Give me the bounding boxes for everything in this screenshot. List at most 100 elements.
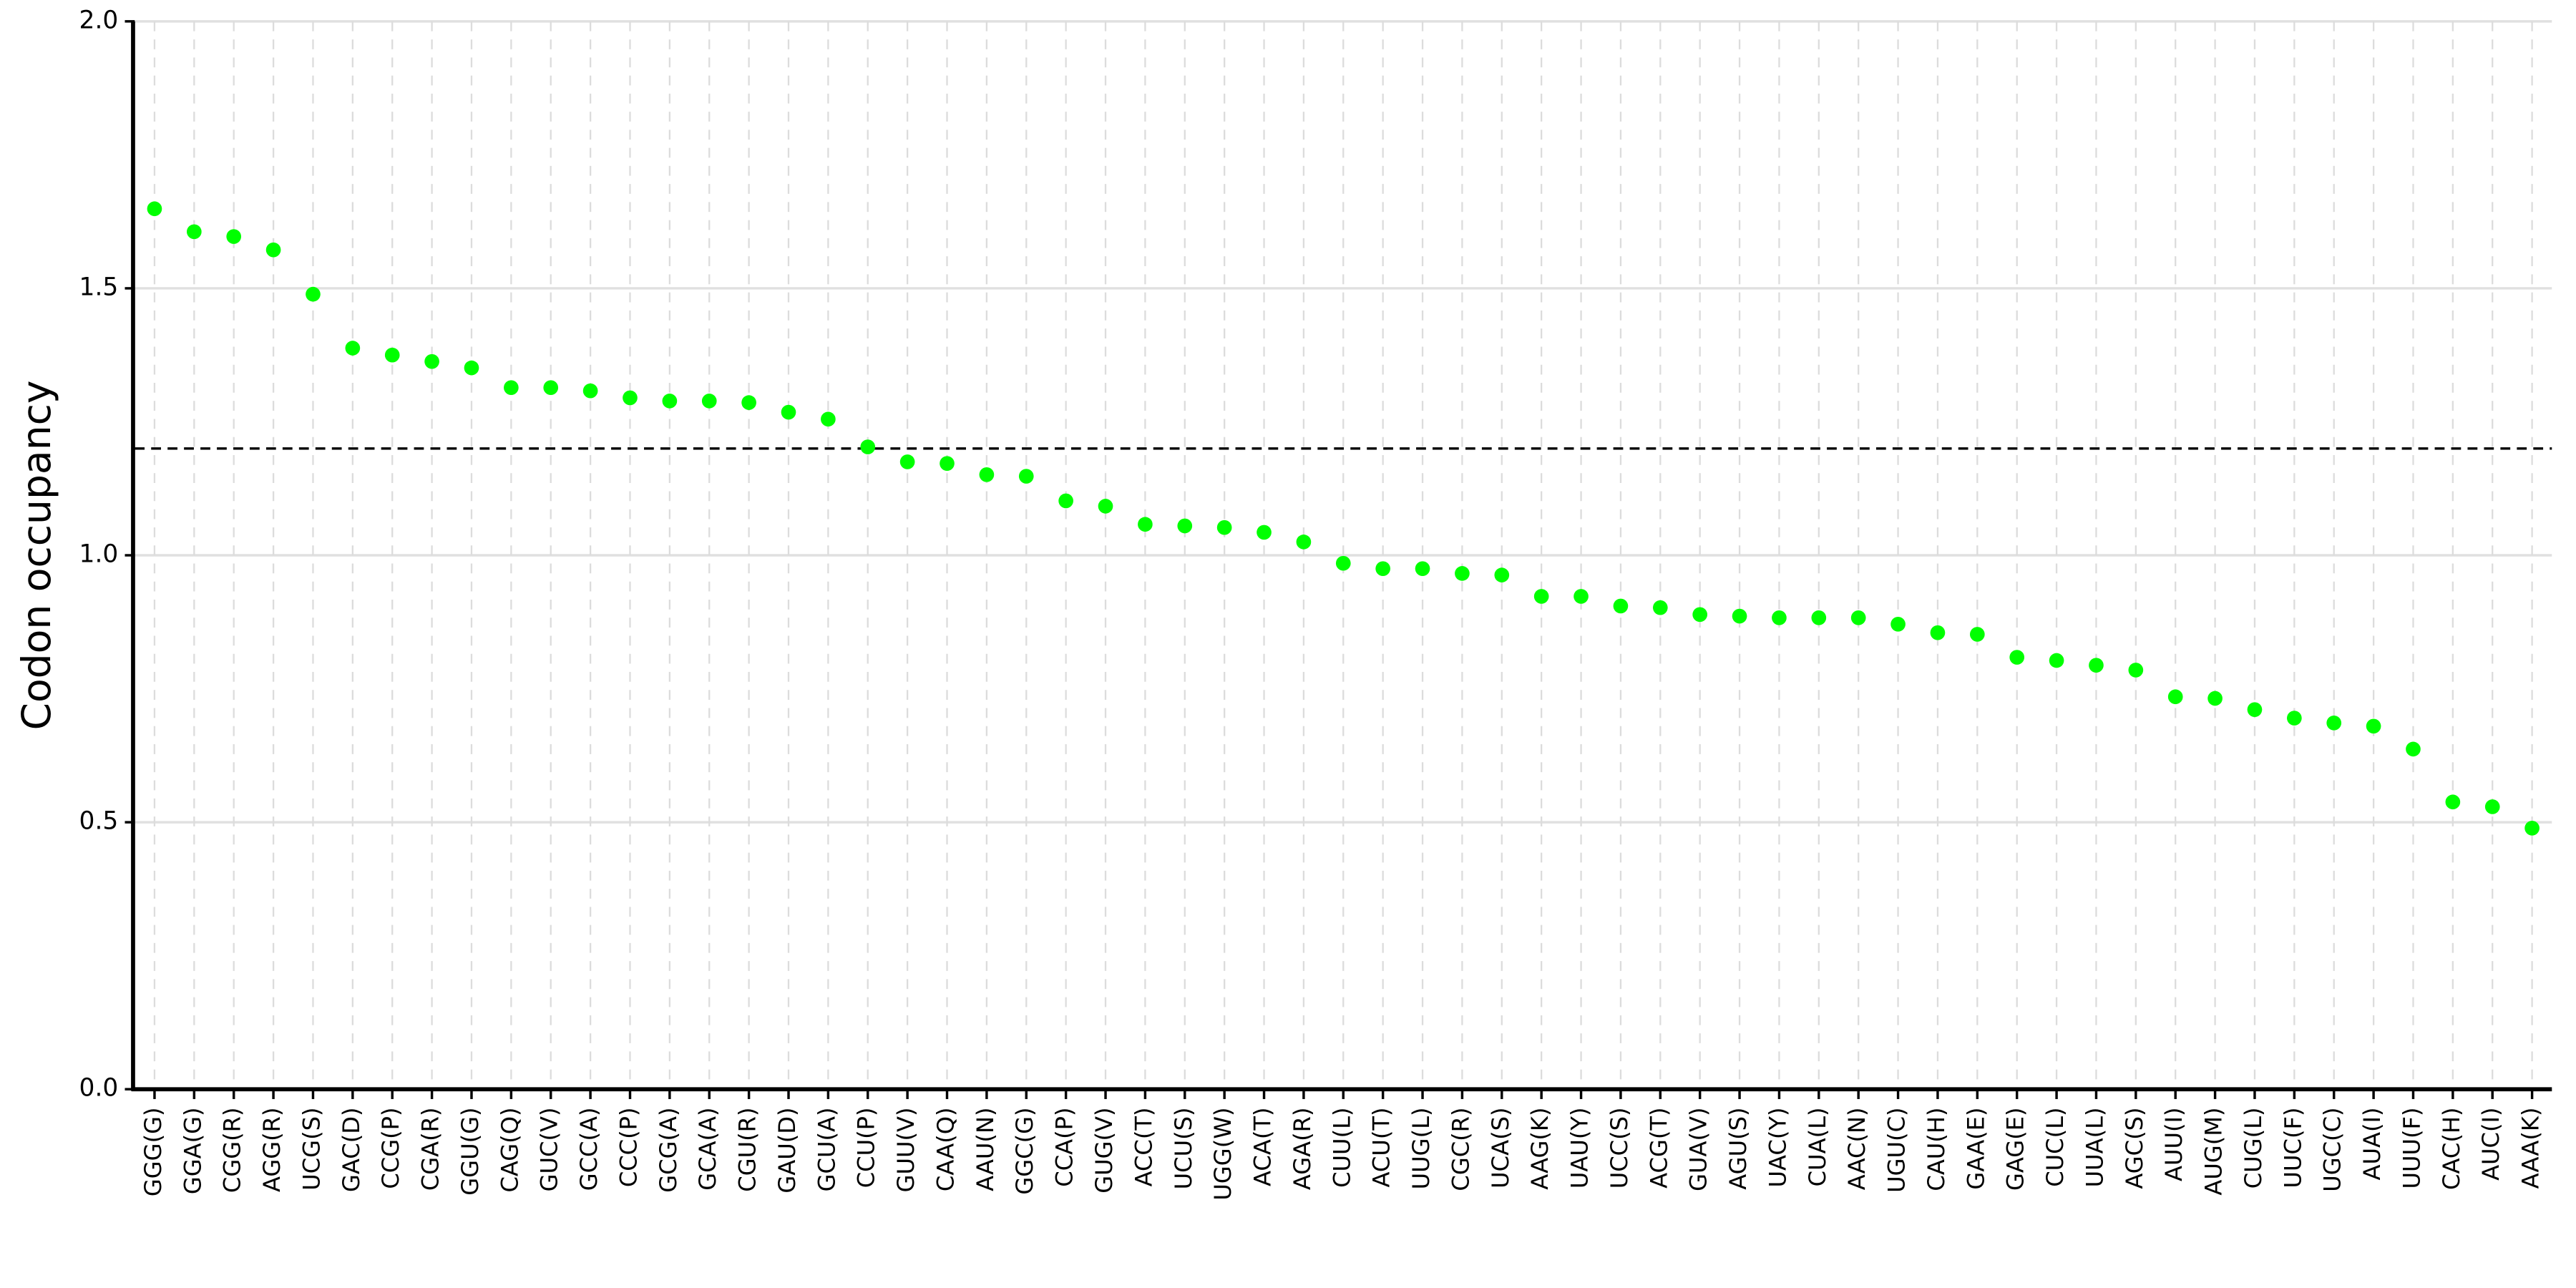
x-tick-label: AGA(R) xyxy=(1289,1107,1316,1190)
point xyxy=(1811,610,1827,625)
x-tick-label: UUA(L) xyxy=(2081,1107,2108,1187)
x-tick-label: GUU(V) xyxy=(892,1107,919,1192)
point xyxy=(187,224,202,240)
y-tick-label: 0.5 xyxy=(79,807,119,836)
point xyxy=(1335,555,1351,571)
point xyxy=(1257,525,1272,540)
point xyxy=(1772,610,1787,625)
x-tick-label: GCC(A) xyxy=(575,1107,602,1191)
point xyxy=(741,395,756,410)
point xyxy=(2445,794,2461,810)
point xyxy=(265,242,281,258)
point xyxy=(979,467,995,482)
point xyxy=(1177,518,1193,534)
x-tick-label: GUA(V) xyxy=(1685,1107,1712,1191)
x-tick-label: CUG(L) xyxy=(2240,1107,2267,1189)
x-tick-label: UCG(S) xyxy=(298,1107,325,1190)
point xyxy=(147,201,162,217)
x-tick-label: AUG(M) xyxy=(2200,1107,2228,1195)
point xyxy=(2524,820,2540,836)
x-tick-label: CUU(L) xyxy=(1328,1107,1355,1187)
x-tick-label: CAC(H) xyxy=(2438,1107,2465,1190)
x-tick-label: ACG(T) xyxy=(1645,1107,1672,1188)
point xyxy=(424,353,439,369)
x-tick-label: CCU(P) xyxy=(853,1107,880,1188)
x-tick-label: CAA(Q) xyxy=(932,1107,960,1191)
x-tick-label: CGA(R) xyxy=(417,1107,444,1191)
point xyxy=(1216,519,1232,535)
x-tick-label: AUA(I) xyxy=(2358,1107,2386,1180)
x-tick-label: UGU(C) xyxy=(1883,1107,1911,1192)
x-tick-label: CGU(R) xyxy=(734,1107,761,1191)
x-tick-label: GGU(G) xyxy=(457,1107,484,1195)
x-tick-label: CUA(L) xyxy=(1804,1107,1831,1186)
point xyxy=(2128,663,2144,678)
x-tick-label: AUC(I) xyxy=(2477,1107,2504,1180)
x-tick-label: CGC(R) xyxy=(1447,1107,1474,1191)
x-tick-label: AAG(K) xyxy=(1526,1107,1553,1189)
x-tick-label: GGA(G) xyxy=(179,1107,206,1194)
point xyxy=(860,439,876,454)
x-tick-label: CAU(H) xyxy=(1923,1107,1950,1191)
point xyxy=(306,286,321,302)
x-tick-label: GUC(V) xyxy=(536,1107,563,1191)
point xyxy=(543,380,559,396)
point xyxy=(2247,702,2263,717)
x-tick-label: UUG(L) xyxy=(1407,1107,1435,1189)
y-axis-label: Codon occupancy xyxy=(14,380,59,730)
point xyxy=(2406,741,2421,757)
point xyxy=(2484,799,2500,814)
point xyxy=(2326,715,2342,731)
point xyxy=(464,360,479,376)
point xyxy=(1890,616,1906,632)
point xyxy=(384,347,400,363)
point xyxy=(1969,627,1985,642)
point xyxy=(1415,561,1430,577)
point xyxy=(2009,650,2025,665)
x-tick-label: AAA(K) xyxy=(2517,1107,2545,1189)
point xyxy=(1018,469,1034,484)
point xyxy=(701,394,717,409)
point xyxy=(899,454,915,469)
x-tick-label: AAC(N) xyxy=(1843,1107,1870,1190)
point xyxy=(2366,718,2381,734)
x-tick-label: UAU(Y) xyxy=(1566,1107,1594,1189)
point xyxy=(821,411,836,427)
x-tick-label: AGC(S) xyxy=(2121,1107,2148,1189)
point xyxy=(1533,589,1549,604)
point xyxy=(940,456,955,472)
x-tick-label: UCA(S) xyxy=(1487,1107,1514,1188)
point xyxy=(2167,689,2183,705)
point xyxy=(1850,610,1866,625)
x-tick-label: GAC(D) xyxy=(338,1107,365,1192)
x-tick-label: GAA(E) xyxy=(1962,1107,1989,1189)
x-tick-label: CAG(Q) xyxy=(496,1107,523,1192)
point xyxy=(1098,499,1113,514)
point xyxy=(504,380,519,396)
x-tick-label: GCG(A) xyxy=(655,1107,682,1192)
point xyxy=(1375,561,1390,577)
y-tick-label: 0.0 xyxy=(79,1074,119,1103)
x-tick-label: ACC(T) xyxy=(1130,1107,1157,1186)
x-tick-label: GUG(V) xyxy=(1091,1107,1118,1193)
x-tick-label: CCC(P) xyxy=(615,1107,642,1187)
y-tick-label: 1.0 xyxy=(79,540,119,569)
point xyxy=(582,383,598,399)
x-tick-label: UGC(C) xyxy=(2319,1107,2346,1191)
point xyxy=(1692,607,1708,623)
x-tick-label: CUC(L) xyxy=(2041,1107,2069,1186)
point xyxy=(226,229,242,244)
x-tick-label: UCC(S) xyxy=(1606,1107,1633,1189)
x-tick-label: CCA(P) xyxy=(1051,1107,1078,1186)
x-tick-label: AGG(R) xyxy=(258,1107,286,1192)
point xyxy=(2089,658,2104,673)
x-tick-label: GCU(A) xyxy=(813,1107,840,1191)
point xyxy=(1494,567,1510,582)
x-tick-label: AUU(I) xyxy=(2160,1107,2187,1181)
y-tick-label: 2.0 xyxy=(79,6,119,34)
x-tick-label: GGC(G) xyxy=(1011,1107,1038,1194)
point xyxy=(1930,625,1946,640)
y-tick-label: 1.5 xyxy=(79,273,119,301)
x-tick-label: AGU(S) xyxy=(1724,1107,1752,1189)
